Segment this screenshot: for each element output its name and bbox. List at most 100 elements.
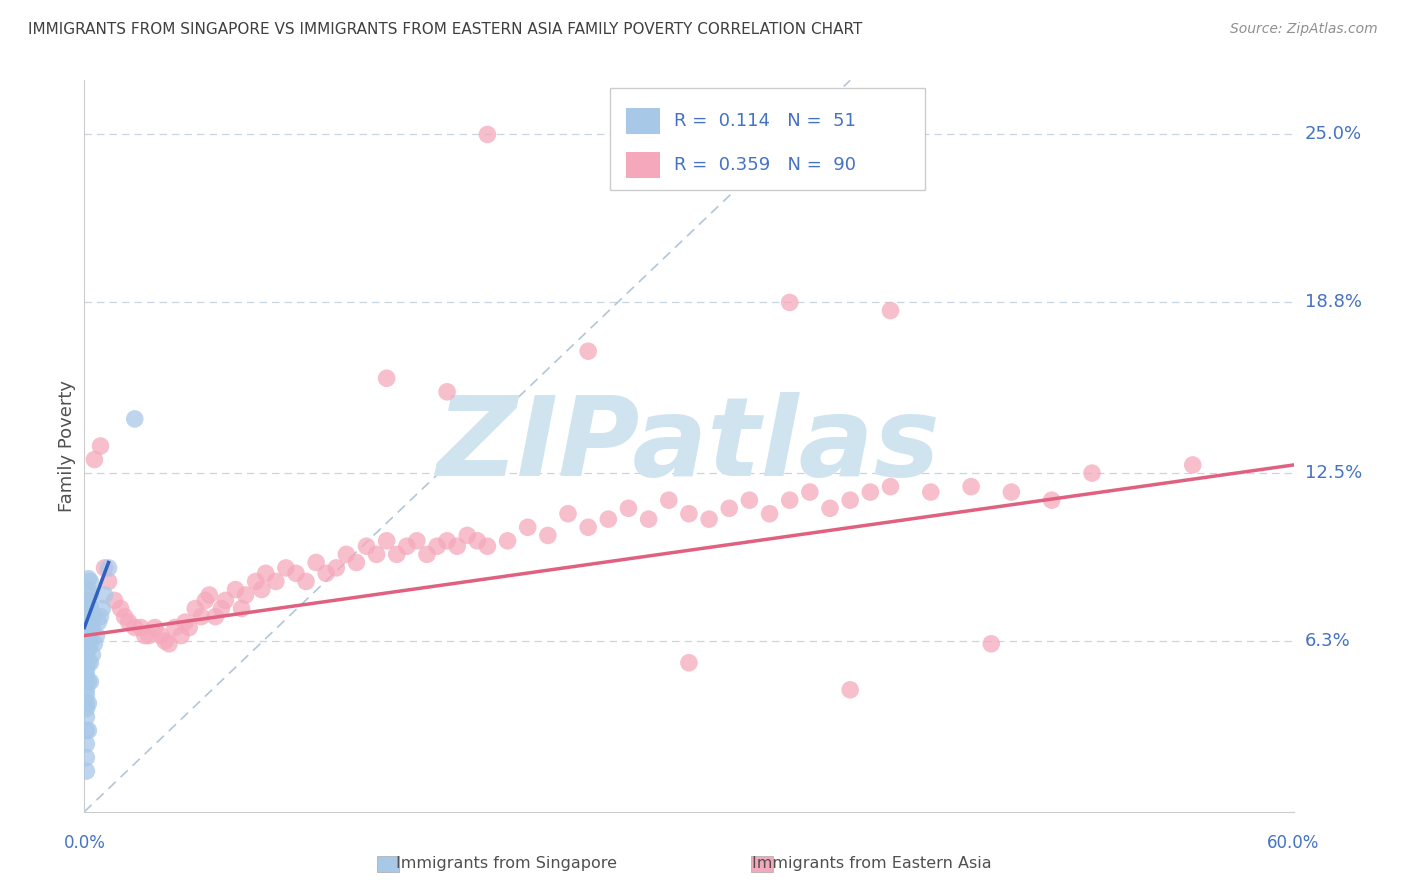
Point: [75, 629, 97, 643]
Point: [124, 412, 146, 426]
Text: ZIPatlas: ZIPatlas: [437, 392, 941, 500]
Point: [149, 629, 172, 643]
Point: [960, 480, 983, 494]
Point: [617, 501, 640, 516]
Point: [879, 480, 901, 494]
Text: IMMIGRANTS FROM SINGAPORE VS IMMIGRANTS FROM EASTERN ASIA FAMILY POVERTY CORRELA: IMMIGRANTS FROM SINGAPORE VS IMMIGRANTS …: [28, 22, 862, 37]
Point: [77, 572, 100, 586]
Point: [598, 512, 620, 526]
Point: [406, 533, 429, 548]
Point: [110, 601, 132, 615]
Point: [235, 588, 257, 602]
Point: [209, 601, 232, 615]
Point: [818, 501, 841, 516]
Text: 0.0%: 0.0%: [63, 834, 105, 852]
Point: [75, 624, 97, 638]
Point: [75, 682, 97, 697]
Point: [456, 528, 478, 542]
Text: 18.8%: 18.8%: [1305, 293, 1361, 311]
Point: [170, 629, 193, 643]
Point: [446, 539, 468, 553]
Point: [738, 493, 761, 508]
Point: [77, 723, 100, 738]
Point: [274, 561, 297, 575]
FancyBboxPatch shape: [610, 87, 925, 190]
Point: [97, 574, 120, 589]
Point: [385, 547, 408, 561]
Point: [194, 593, 217, 607]
Point: [75, 656, 97, 670]
Point: [190, 609, 212, 624]
Point: [1000, 485, 1022, 500]
Bar: [626, 152, 659, 178]
Point: [75, 764, 97, 778]
Point: [325, 561, 347, 575]
Text: 6.3%: 6.3%: [1305, 632, 1350, 650]
Point: [87, 615, 110, 629]
Point: [118, 615, 141, 629]
Point: [75, 648, 97, 662]
Point: [335, 547, 357, 561]
Point: [436, 533, 458, 548]
Point: [75, 723, 97, 738]
Text: Source: ZipAtlas.com: Source: ZipAtlas.com: [1230, 22, 1378, 37]
Point: [375, 371, 398, 385]
Point: [576, 344, 599, 359]
Point: [516, 520, 538, 534]
Point: [75, 737, 97, 751]
Point: [89, 439, 111, 453]
Point: [779, 295, 801, 310]
Point: [637, 512, 659, 526]
Point: [678, 656, 700, 670]
Point: [83, 609, 105, 624]
Point: [77, 609, 100, 624]
Point: [576, 520, 599, 534]
Point: [79, 674, 101, 689]
Point: [179, 620, 201, 634]
Point: [174, 615, 197, 629]
Text: R =  0.114   N =  51: R = 0.114 N = 51: [675, 112, 856, 129]
Point: [75, 669, 97, 683]
Point: [75, 642, 97, 657]
Point: [254, 566, 277, 581]
Point: [77, 601, 100, 615]
Point: [758, 507, 780, 521]
Point: [104, 593, 127, 607]
Point: [75, 637, 97, 651]
Point: [799, 485, 821, 500]
Text: 60.0%: 60.0%: [1267, 834, 1320, 852]
Point: [779, 493, 801, 508]
Point: [264, 574, 287, 589]
Point: [839, 493, 862, 508]
Point: [83, 452, 105, 467]
Point: [77, 656, 100, 670]
Point: [395, 539, 418, 553]
Point: [134, 629, 156, 643]
Point: [477, 128, 499, 142]
Text: Immigrants from Singapore: Immigrants from Singapore: [395, 856, 617, 871]
Point: [89, 609, 111, 624]
Point: [79, 599, 101, 613]
Point: [366, 547, 388, 561]
Point: [97, 561, 120, 575]
Point: [295, 574, 318, 589]
Point: [231, 601, 253, 615]
Point: [658, 493, 681, 508]
Point: [1181, 458, 1204, 472]
Point: [77, 674, 100, 689]
Point: [496, 533, 519, 548]
Point: [157, 637, 180, 651]
Point: [82, 620, 104, 634]
Point: [859, 485, 882, 500]
Point: [426, 539, 449, 553]
Point: [467, 533, 489, 548]
Point: [75, 697, 97, 711]
Point: [920, 485, 942, 500]
Point: [346, 556, 368, 570]
Point: [114, 609, 136, 624]
Point: [79, 656, 101, 670]
Point: [204, 609, 226, 624]
Point: [1040, 493, 1063, 508]
Point: [356, 539, 378, 553]
Point: [697, 512, 720, 526]
